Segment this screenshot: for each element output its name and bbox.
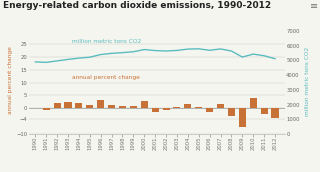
Bar xyxy=(43,108,50,110)
Bar xyxy=(53,103,61,108)
Text: annual percent change: annual percent change xyxy=(8,46,13,114)
Bar xyxy=(184,104,191,108)
Bar xyxy=(271,108,278,118)
Bar xyxy=(130,106,137,108)
Bar xyxy=(260,108,268,114)
Bar xyxy=(64,102,72,108)
Text: ≡: ≡ xyxy=(310,1,318,11)
Text: annual percent change: annual percent change xyxy=(72,75,140,80)
Bar xyxy=(195,107,202,108)
Bar xyxy=(108,105,115,108)
Text: Energy-related carbon dioxide emissions, 1990-2012: Energy-related carbon dioxide emissions,… xyxy=(3,1,271,10)
Bar xyxy=(250,98,257,108)
Bar xyxy=(152,108,159,112)
Bar xyxy=(86,105,93,108)
Bar xyxy=(206,108,213,112)
Bar xyxy=(141,101,148,108)
Bar xyxy=(76,103,83,108)
Bar xyxy=(97,100,104,108)
Bar xyxy=(228,108,235,116)
Bar xyxy=(163,108,170,110)
Bar xyxy=(119,106,126,108)
Text: million metric tons CO2: million metric tons CO2 xyxy=(305,46,310,116)
Bar xyxy=(239,108,246,127)
Text: million metric tons CO2: million metric tons CO2 xyxy=(72,39,141,44)
Bar xyxy=(217,104,224,108)
Bar xyxy=(173,106,180,108)
